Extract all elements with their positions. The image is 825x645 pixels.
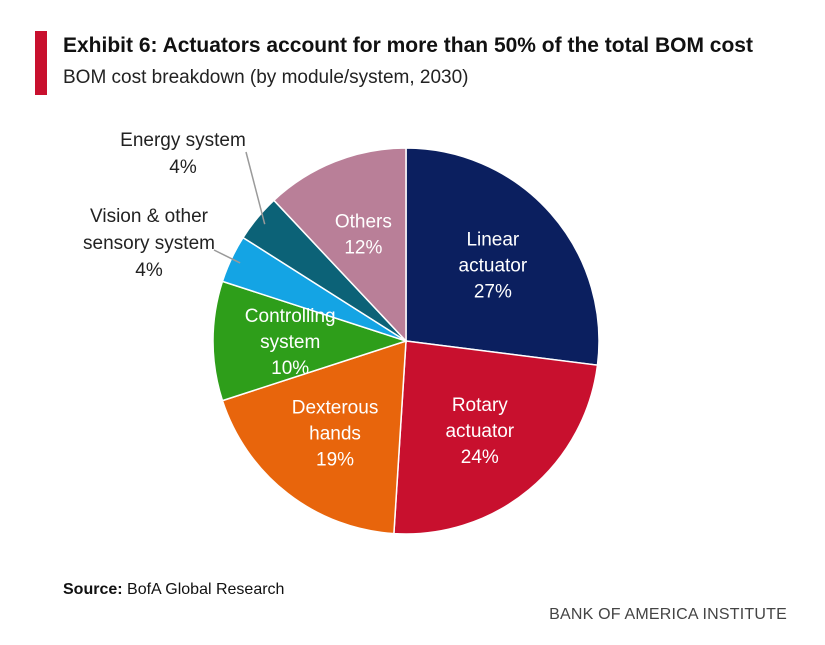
leader-line-energy-system: [245, 151, 266, 225]
pie-slice-controlling-system: [212, 280, 409, 402]
slice-value-dexterous-hands: 19%: [316, 449, 354, 470]
brand-mark: BANK OF AMERICA INSTITUTE: [549, 606, 787, 623]
slice-label-controlling-system: system: [260, 332, 320, 353]
leader-lines: [213, 151, 266, 264]
chart-subtitle: BOM cost breakdown (by module/system, 20…: [63, 67, 469, 88]
slice-label-rotary-actuator: actuator: [445, 421, 514, 442]
slice-value-rotary-actuator: 24%: [461, 447, 499, 468]
accent-bar: [35, 31, 47, 95]
slice-label-vision-other-sensory-system: Vision & other: [90, 206, 209, 227]
slice-label-energy-system: Energy system: [120, 130, 246, 151]
chart-title: Exhibit 6: Actuators account for more th…: [63, 34, 753, 57]
pie-slice-linear-actuator: [405, 147, 600, 367]
slice-value-controlling-system: 10%: [271, 358, 309, 379]
source-text: BofA Global Research: [127, 581, 285, 598]
slice-label-dexterous-hands: Dexterous: [292, 397, 379, 418]
slice-label-controlling-system: Controlling: [245, 306, 336, 327]
slice-value-energy-system: 4%: [169, 157, 197, 178]
slice-label-rotary-actuator: Rotary: [452, 395, 508, 416]
slice-value-linear-actuator: 27%: [474, 281, 512, 302]
pie-slices: [212, 147, 600, 535]
leader-line-vision-other-sensory-system: [213, 249, 241, 264]
source-label: Source:: [63, 581, 123, 598]
pie-slice-dexterous-hands: [221, 339, 407, 535]
source-note: Source: BofA Global Research: [63, 581, 284, 599]
slice-value-vision-other-sensory-system: 4%: [135, 260, 163, 281]
pie-slice-rotary-actuator: [393, 340, 599, 535]
slice-label-linear-actuator: actuator: [459, 255, 528, 276]
slice-label-others: Others: [335, 211, 392, 232]
slice-label-linear-actuator: Linear: [466, 229, 519, 250]
pie-slice-others: [272, 147, 407, 343]
slice-label-dexterous-hands: hands: [309, 423, 361, 444]
slice-labels: Linear actuator 27% Rotary actuator 24% Dexter…: [83, 130, 528, 470]
slice-value-others: 12%: [344, 237, 382, 258]
slice-label-vision-other-sensory-system: sensory system: [83, 233, 215, 254]
